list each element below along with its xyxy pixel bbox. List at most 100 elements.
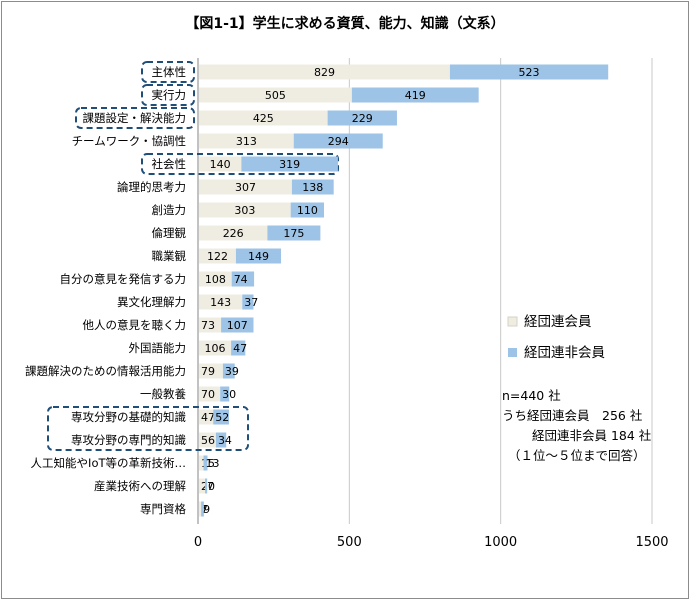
bar-series-2: [213, 409, 229, 425]
bar-series-1: [199, 363, 223, 379]
data-label: 505: [265, 89, 286, 102]
data-label: 110: [297, 204, 318, 217]
bar-series-2: [221, 317, 254, 333]
category-label: 課題解決のための情報活用能力: [25, 364, 186, 378]
data-label: 175: [283, 227, 304, 240]
data-label: 143: [210, 296, 231, 309]
x-tick-label: 1000: [484, 535, 517, 550]
bar-series-2: [241, 156, 338, 172]
x-tick-label: 500: [337, 535, 362, 550]
data-label: 425: [253, 112, 274, 125]
data-label: 319: [279, 158, 300, 171]
bar-series-2: [220, 386, 230, 402]
highlight-box: [141, 61, 195, 83]
data-label: 140: [210, 158, 231, 171]
data-label: 294: [328, 135, 349, 148]
bar-series-1: [199, 110, 328, 126]
data-label: 419: [405, 89, 426, 102]
bar-series-2: [235, 248, 282, 264]
category-label: 論理的思考力: [117, 180, 186, 194]
category-label: 異文化理解力: [117, 295, 186, 309]
data-label: 52: [215, 411, 229, 424]
category-label: チームワーク・協調性: [72, 134, 186, 148]
data-label: 30: [222, 388, 236, 401]
category-label: 実行力: [152, 88, 187, 102]
data-label: 313: [236, 135, 257, 148]
category-label: 課題設定・解決能力: [83, 111, 187, 125]
category-label: 一般教養: [140, 387, 186, 401]
data-label: 13: [206, 457, 220, 470]
bar-series-2: [201, 501, 204, 517]
data-label: 79: [201, 365, 215, 378]
highlight-box: [47, 406, 249, 451]
data-label: 56: [201, 434, 215, 447]
legend-label: 経団連非会員: [524, 345, 605, 361]
bar-series-2: [205, 478, 208, 494]
bar-series-2: [267, 225, 321, 241]
highlight-box: [75, 107, 195, 129]
bar-series-1: [199, 501, 202, 517]
bar-series-1: [199, 409, 214, 425]
chart-title: 【図1-1】学生に求める資質、能力、知識（文系）: [185, 15, 504, 32]
category-label: 専門資格: [140, 502, 186, 516]
data-label: 829: [314, 66, 335, 79]
note-text: うち経団連会員 256 社: [502, 408, 642, 423]
bar-series-2: [293, 133, 383, 149]
bar-series-2: [222, 363, 235, 379]
bar-series-2: [203, 455, 208, 471]
bar-series-1: [199, 202, 291, 218]
bar-series-1: [199, 455, 204, 471]
data-label: 37: [244, 296, 258, 309]
category-label: 主体性: [152, 65, 187, 79]
data-label: 39: [225, 365, 239, 378]
category-label: 産業技術への理解: [94, 479, 186, 493]
bar-series-2: [290, 202, 325, 218]
legend-label: 経団連会員: [524, 314, 592, 330]
data-label: 70: [201, 388, 215, 401]
note-text: 経団連非会員 184 社: [532, 428, 651, 443]
category-label: 創造力: [152, 203, 187, 217]
category-label: 倫理観: [152, 226, 187, 240]
bar-series-1: [199, 248, 236, 264]
bar-series-1: [199, 386, 221, 402]
bar-series-1: [199, 317, 222, 333]
bar-series-1: [199, 432, 216, 448]
data-label: 9: [203, 503, 210, 516]
bar-series-2: [351, 87, 479, 103]
data-label: 303: [234, 204, 255, 217]
data-label: 138: [302, 181, 323, 194]
x-tick-labels: 0 500 1000 1500: [194, 535, 669, 550]
data-label: 523: [519, 66, 540, 79]
x-tick-label: 1500: [635, 535, 668, 550]
bar-series-2: [291, 179, 334, 195]
bar-series-1: [199, 179, 292, 195]
note-text: n=440 社: [502, 388, 561, 403]
bar-series-1: [199, 156, 242, 172]
category-label: 職業観: [152, 249, 187, 263]
category-label: 専攻分野の専門的知識: [71, 433, 186, 447]
bar-series-1: [199, 271, 232, 287]
bar-series-1: [199, 225, 268, 241]
data-label: 7: [207, 480, 214, 493]
highlight-box: [141, 153, 339, 175]
category-label: 人工知能やIoT等の革新技術…: [31, 456, 186, 470]
data-label: 20: [201, 480, 215, 493]
legend-swatch: [507, 316, 518, 327]
data-label: 108: [205, 273, 226, 286]
bar-series-2: [449, 64, 609, 80]
data-label: 226: [223, 227, 244, 240]
highlight-boxes: [47, 61, 339, 451]
data-label: 74: [234, 273, 248, 286]
bar-series-1: [199, 87, 352, 103]
note-text: （１位～５位まで回答）: [508, 448, 646, 463]
bar-series-2: [242, 294, 254, 310]
category-label: 他人の意見を聴く力: [83, 318, 187, 332]
data-label: 122: [207, 250, 228, 263]
data-label: 34: [218, 434, 232, 447]
data-label: 106: [205, 342, 226, 355]
category-label: 外国語能力: [129, 341, 187, 355]
highlight-box: [141, 84, 195, 106]
